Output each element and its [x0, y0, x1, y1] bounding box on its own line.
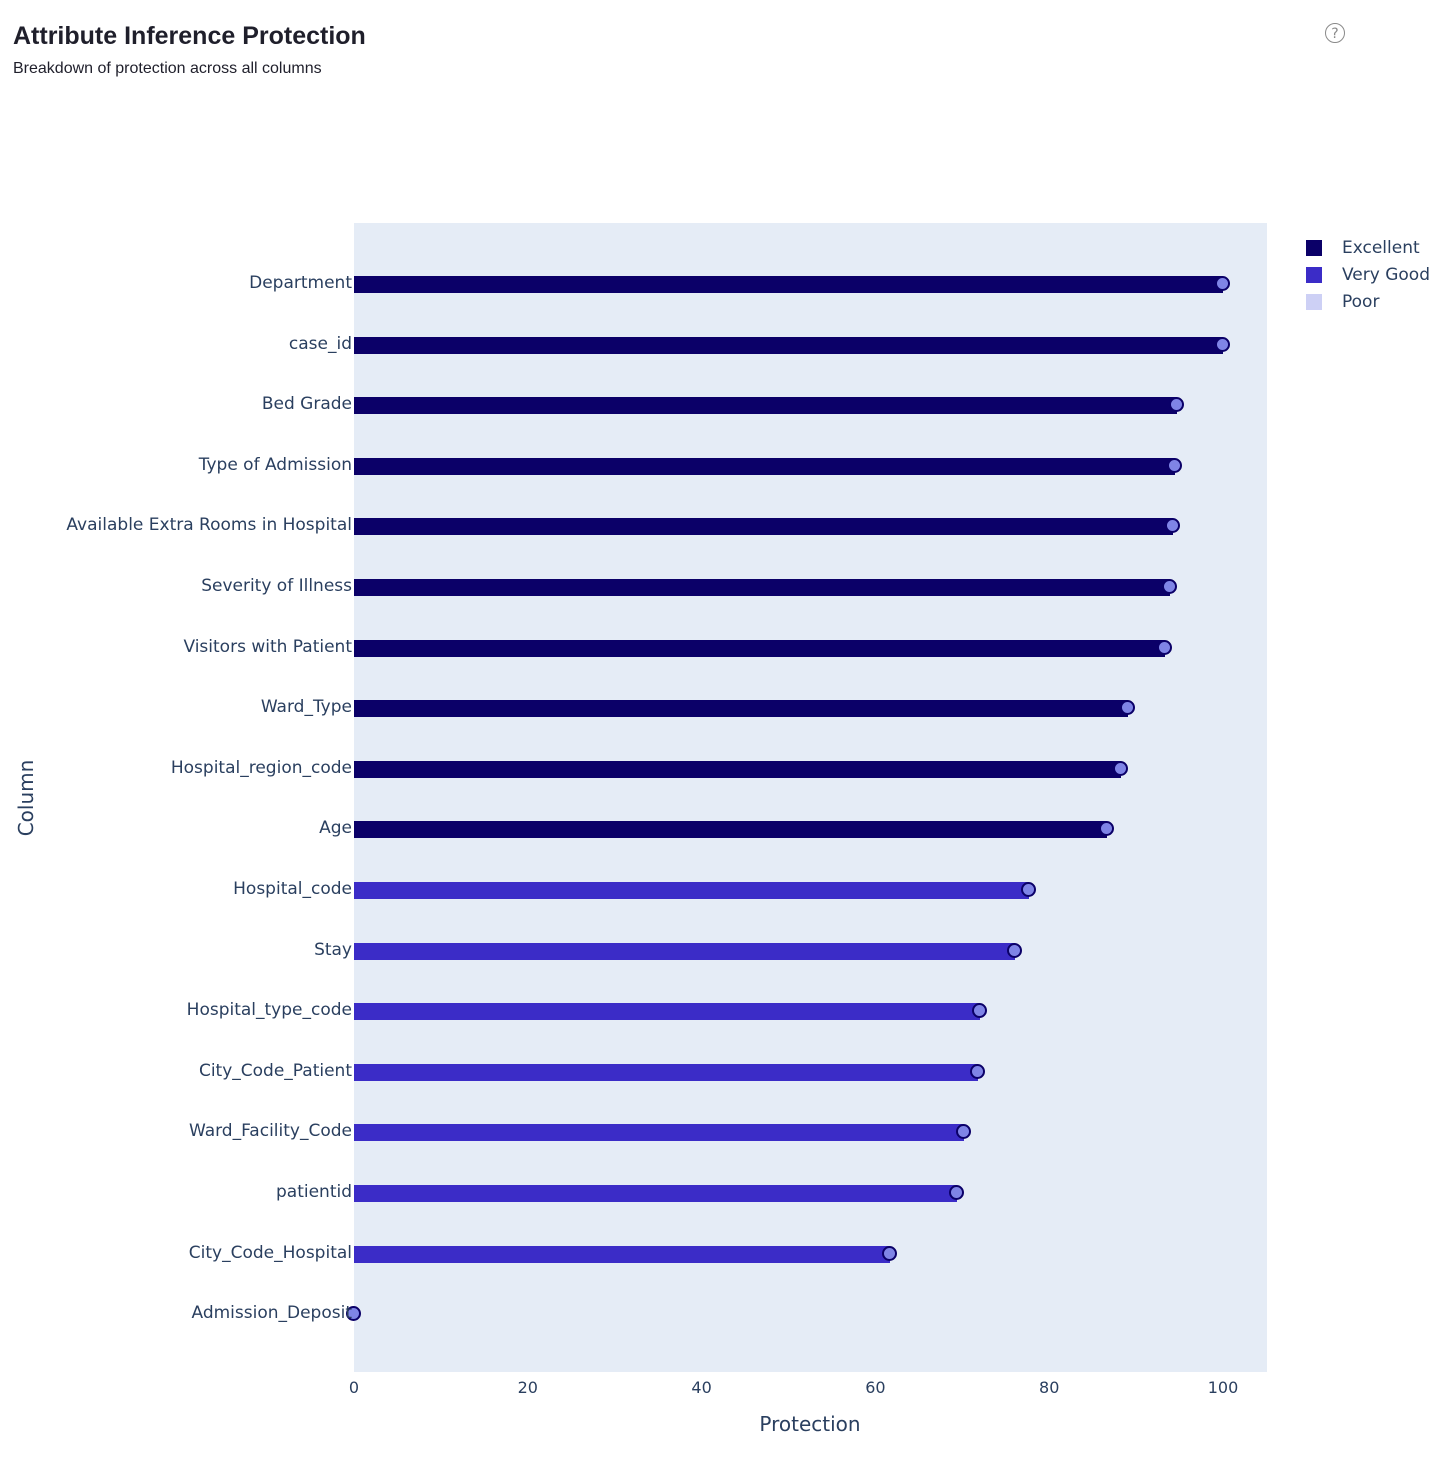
bar-end-marker[interactable] [1099, 821, 1115, 837]
legend-item[interactable]: Poor [1306, 288, 1430, 315]
bar[interactable] [354, 1245, 891, 1263]
x-axis-title: Protection [759, 1412, 861, 1436]
bar[interactable] [354, 1063, 978, 1081]
bar[interactable] [354, 276, 1223, 293]
bar-end-marker[interactable] [1168, 397, 1184, 413]
y-tick-label: Department [249, 273, 352, 293]
bar-row[interactable] [354, 1185, 969, 1203]
bar-row[interactable] [354, 760, 1133, 779]
bar-end-marker[interactable] [971, 1003, 987, 1019]
y-axis-title: Column [14, 759, 38, 837]
x-tick-label: 100 [1207, 1378, 1239, 1397]
bar[interactable] [354, 336, 1223, 354]
plot-area [346, 223, 1267, 1372]
y-tick-label: Stay [314, 939, 352, 960]
bar-row[interactable] [354, 579, 1182, 597]
bar-row[interactable] [354, 336, 1235, 355]
legend-swatch [1306, 293, 1322, 310]
bar-end-marker[interactable] [969, 1063, 985, 1079]
legend-label: Excellent [1342, 237, 1420, 258]
y-tick-label: Age [319, 818, 352, 839]
bar-end-marker[interactable] [1156, 639, 1172, 655]
legend: Excellent Very Good Poor [1306, 234, 1430, 315]
bar-row[interactable] [354, 1124, 976, 1142]
bar[interactable] [354, 1003, 980, 1021]
bar-row[interactable] [354, 1003, 992, 1021]
x-tick-label: 20 [517, 1378, 538, 1397]
y-tick-label: Hospital_region_code [170, 757, 352, 778]
x-tick-label: 0 [348, 1378, 360, 1397]
y-tick-label: Hospital_type_code [186, 1000, 352, 1021]
bar-row[interactable] [354, 639, 1177, 658]
legend-item[interactable]: Excellent [1306, 234, 1430, 261]
bar-row[interactable] [354, 1245, 902, 1264]
bar[interactable] [354, 1185, 958, 1202]
chart-subtitle: Breakdown of protection across all colum… [13, 60, 322, 77]
bar[interactable] [354, 942, 1016, 960]
bar-end-marker[interactable] [1167, 457, 1183, 473]
bar-row[interactable] [354, 276, 1235, 294]
bar-end-marker[interactable] [1164, 518, 1180, 534]
y-tick-label: Type of Admission [198, 454, 352, 475]
y-tick-label: Ward_Type [260, 697, 352, 718]
bar[interactable] [354, 518, 1173, 536]
y-tick-label: Severity of Illness [201, 576, 352, 596]
bar-end-marker[interactable] [1120, 700, 1136, 716]
legend-swatch [1306, 239, 1322, 256]
chart-title: Attribute Inference Protection [13, 22, 366, 50]
bar-end-marker[interactable] [1215, 336, 1230, 352]
legend-item[interactable]: Very Good [1306, 261, 1430, 288]
bar-end-marker[interactable] [1113, 760, 1129, 776]
y-tick-label: Available Extra Rooms in Hospital [66, 515, 352, 536]
bar-end-marker[interactable] [1215, 276, 1230, 291]
y-tick-label: City_Code_Hospital [188, 1242, 352, 1263]
bar-row[interactable] [346, 1306, 366, 1324]
bar-row[interactable] [354, 942, 1027, 961]
y-tick-label: case_id [288, 333, 352, 354]
bar[interactable] [354, 760, 1122, 778]
bar-end-marker[interactable] [1161, 579, 1177, 594]
x-tick-label: 80 [1039, 1378, 1060, 1397]
bar[interactable] [354, 882, 1030, 899]
legend-swatch [1306, 266, 1322, 283]
y-tick-label: Hospital_code [233, 879, 352, 899]
legend-label: Poor [1342, 291, 1380, 312]
bar[interactable] [354, 639, 1165, 657]
bar-row[interactable] [354, 518, 1185, 536]
bar[interactable] [354, 457, 1176, 475]
bar-end-marker[interactable] [882, 1245, 898, 1261]
bar-end-marker[interactable] [346, 1306, 361, 1322]
bar-end-marker[interactable] [1007, 942, 1023, 958]
bar-end-marker[interactable] [1021, 882, 1037, 897]
y-tick-label: Visitors with Patient [183, 636, 352, 657]
bar-row[interactable] [354, 457, 1187, 476]
y-tick-label: Admission_Deposit [191, 1303, 352, 1324]
bar[interactable] [354, 821, 1108, 839]
y-tick-label: Bed Grade [261, 394, 352, 415]
bar-row[interactable] [354, 700, 1140, 718]
bar-row[interactable] [354, 1063, 990, 1082]
bar[interactable] [354, 700, 1129, 718]
question-circle-icon[interactable]: ? [1325, 23, 1345, 43]
bar-end-marker[interactable] [956, 1124, 972, 1140]
y-tick-label: Ward_Facility_Code [188, 1121, 352, 1142]
y-tick-label: City_Code_Patient [198, 1060, 352, 1081]
legend-label: Very Good [1342, 264, 1430, 285]
bar-row[interactable] [354, 397, 1189, 415]
x-tick-label: 60 [865, 1378, 886, 1397]
x-tick-label: 40 [691, 1378, 712, 1397]
bar[interactable] [354, 397, 1177, 415]
y-tick-label: patientid [275, 1182, 352, 1202]
bar-row[interactable] [354, 882, 1041, 900]
bar[interactable] [354, 579, 1170, 596]
bar-row[interactable] [354, 821, 1119, 839]
bar-end-marker[interactable] [949, 1185, 965, 1200]
bar[interactable] [354, 1124, 965, 1142]
